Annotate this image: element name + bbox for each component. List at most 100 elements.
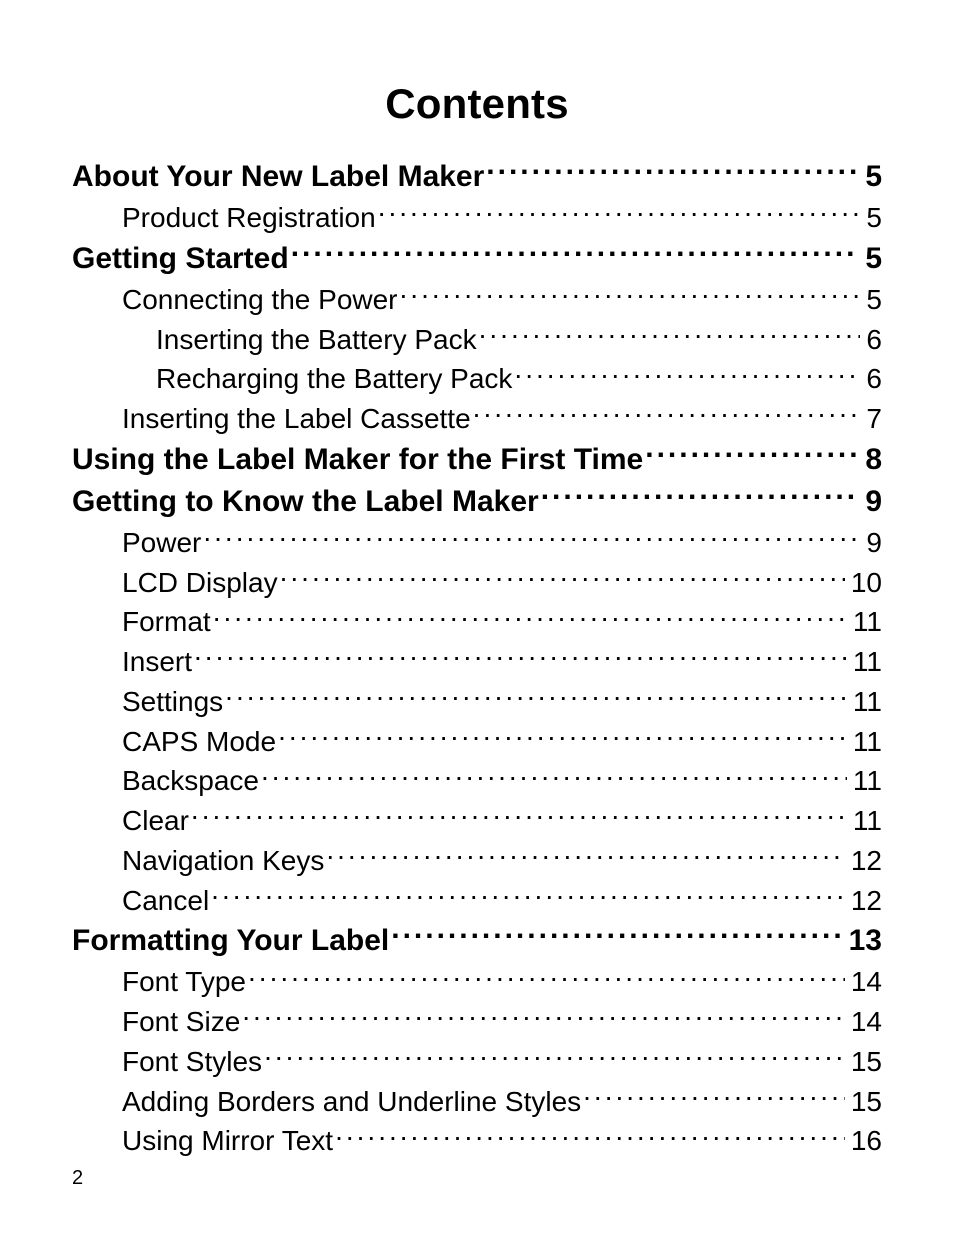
toc-entry-label: Settings [122, 682, 223, 722]
dot-leader [645, 439, 859, 469]
dot-leader [242, 1003, 845, 1031]
toc-entry-label: Product Registration [122, 198, 376, 238]
toc-entry-page: 11 [849, 682, 882, 722]
toc-entry[interactable]: Inserting the Label Cassette 7 [72, 399, 882, 439]
dot-leader [326, 842, 845, 870]
dot-leader [264, 1043, 845, 1071]
toc-entry-page: 6 [862, 320, 882, 360]
toc-entry[interactable]: Adding Borders and Underline Styles 15 [72, 1082, 882, 1122]
toc-entry[interactable]: Using Mirror Text 16 [72, 1121, 882, 1161]
toc-entry-page: 11 [849, 761, 882, 801]
dot-leader [261, 762, 847, 790]
contents-title: Contents [72, 80, 882, 128]
toc-entry[interactable]: CAPS Mode 11 [72, 722, 882, 762]
toc-entry-label: CAPS Mode [122, 722, 276, 762]
toc-entry-page: 9 [861, 481, 882, 523]
toc-entry[interactable]: Using the Label Maker for the First Time… [72, 439, 882, 481]
toc-entry[interactable]: Inserting the Battery Pack 6 [72, 320, 882, 360]
dot-leader [194, 643, 847, 671]
dot-leader [391, 920, 842, 950]
dot-leader [211, 882, 845, 910]
toc-entry[interactable]: Cancel 12 [72, 881, 882, 921]
toc-entry[interactable]: Getting Started 5 [72, 238, 882, 280]
dot-leader [291, 238, 860, 268]
toc-entry-page: 5 [861, 238, 882, 280]
toc-entry[interactable]: Getting to Know the Label Maker 9 [72, 481, 882, 523]
toc-entry-page: 14 [847, 962, 882, 1002]
toc-entry-label: Backspace [122, 761, 259, 801]
toc-entry[interactable]: Clear 11 [72, 801, 882, 841]
toc-entry[interactable]: Backspace 11 [72, 761, 882, 801]
toc-entry[interactable]: Recharging the Battery Pack 6 [72, 359, 882, 399]
toc-entry-label: About Your New Label Maker [72, 156, 484, 198]
toc-entry-page: 5 [861, 156, 882, 198]
dot-leader [486, 156, 859, 186]
toc-entry-label: Adding Borders and Underline Styles [122, 1082, 581, 1122]
toc-entry[interactable]: Font Type 14 [72, 962, 882, 1002]
toc-entry[interactable]: Insert 11 [72, 642, 882, 682]
toc-entry-page: 7 [862, 399, 882, 439]
toc-entry-page: 15 [847, 1082, 882, 1122]
toc-entry-label: Cancel [122, 881, 209, 921]
toc-entry[interactable]: Font Size 14 [72, 1002, 882, 1042]
toc-entry-label: Power [122, 523, 201, 563]
toc-entry-page: 9 [862, 523, 882, 563]
toc-entry-page: 16 [847, 1121, 882, 1161]
toc-entry-page: 6 [862, 359, 882, 399]
toc-entry-label: Navigation Keys [122, 841, 324, 881]
toc-entry-label: Font Type [122, 962, 246, 1002]
toc-entry-page: 8 [861, 439, 882, 481]
toc-entry-page: 5 [862, 198, 882, 238]
toc-entry-page: 11 [849, 722, 882, 762]
toc-entry[interactable]: LCD Display 10 [72, 563, 882, 603]
toc-entry-label: Getting Started [72, 238, 289, 280]
toc-entry-label: Connecting the Power [122, 280, 398, 320]
dot-leader [514, 360, 860, 388]
toc-entry[interactable]: Power 9 [72, 523, 882, 563]
toc-entry[interactable]: Connecting the Power 5 [72, 280, 882, 320]
toc-entry[interactable]: Font Styles 15 [72, 1042, 882, 1082]
toc-entry-page: 13 [845, 920, 882, 962]
toc-entry-page: 12 [847, 881, 882, 921]
toc-entry-page: 5 [862, 280, 882, 320]
toc-entry[interactable]: About Your New Label Maker 5 [72, 156, 882, 198]
table-of-contents: About Your New Label Maker 5Product Regi… [72, 156, 882, 1161]
dot-leader [248, 963, 845, 991]
toc-entry-label: Clear [122, 801, 189, 841]
toc-entry-label: LCD Display [122, 563, 278, 603]
dot-leader [473, 400, 861, 428]
dot-leader [583, 1083, 845, 1111]
toc-entry-page: 11 [849, 602, 882, 642]
toc-entry-page: 11 [849, 642, 882, 682]
toc-entry-label: Using Mirror Text [122, 1121, 333, 1161]
toc-entry[interactable]: Formatting Your Label 13 [72, 920, 882, 962]
dot-leader [479, 321, 861, 349]
dot-leader [335, 1122, 845, 1150]
dot-leader [378, 199, 861, 227]
toc-entry-label: Getting to Know the Label Maker [72, 481, 539, 523]
toc-entry[interactable]: Settings 11 [72, 682, 882, 722]
toc-entry[interactable]: Navigation Keys 12 [72, 841, 882, 881]
toc-entry-label: Format [122, 602, 211, 642]
toc-entry-label: Inserting the Battery Pack [156, 320, 477, 360]
toc-entry-page: 15 [847, 1042, 882, 1082]
toc-entry-label: Font Styles [122, 1042, 262, 1082]
dot-leader [278, 723, 847, 751]
dot-leader [541, 481, 860, 511]
dot-leader [203, 524, 860, 552]
page-number: 2 [72, 1167, 83, 1190]
toc-entry-label: Font Size [122, 1002, 240, 1042]
page-container: Contents About Your New Label Maker 5Pro… [0, 0, 954, 1246]
toc-entry-page: 14 [847, 1002, 882, 1042]
toc-entry-label: Formatting Your Label [72, 920, 389, 962]
toc-entry[interactable]: Product Registration 5 [72, 198, 882, 238]
dot-leader [225, 683, 847, 711]
dot-leader [191, 802, 847, 830]
toc-entry-page: 12 [847, 841, 882, 881]
toc-entry[interactable]: Format 11 [72, 602, 882, 642]
toc-entry-label: Recharging the Battery Pack [156, 359, 512, 399]
dot-leader [400, 281, 861, 309]
toc-entry-label: Using the Label Maker for the First Time [72, 439, 643, 481]
toc-entry-page: 10 [847, 563, 882, 603]
dot-leader [280, 564, 845, 592]
